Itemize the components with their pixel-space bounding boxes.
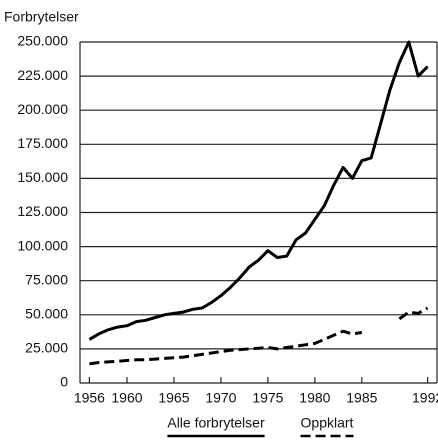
x-tick-label: 1956 (74, 390, 105, 406)
x-tick-label: 1960 (111, 390, 142, 406)
legend-label: Alle forbrytelser (167, 415, 265, 431)
line-series (88, 40, 429, 341)
y-tick-label: 150.000 (17, 169, 68, 185)
legend-label: Oppklart (301, 415, 354, 431)
y-tick-label: 250.000 (17, 33, 68, 49)
x-tick-label: 1992 (412, 390, 438, 406)
x-tick-label: 1980 (299, 390, 330, 406)
line-series (89, 306, 429, 366)
y-tick-label: 125.000 (17, 203, 68, 219)
y-tick-label: 175.000 (17, 135, 68, 151)
y-tick-label: 75.000 (25, 271, 68, 287)
y-tick-label: 225.000 (17, 67, 68, 83)
y-tick-label: 50.000 (25, 306, 68, 322)
y-tick-label: 25.000 (25, 340, 68, 356)
x-tick-label: 1975 (252, 390, 283, 406)
x-tick-label: 1970 (205, 390, 236, 406)
y-tick-label: 200.000 (17, 101, 68, 117)
y-tick-label: 0 (60, 374, 68, 390)
y-tick-label: 100.000 (17, 237, 68, 253)
x-tick-label: 1985 (346, 390, 377, 406)
y-axis-label: Forbrytelser (4, 9, 79, 25)
x-tick-label: 1965 (158, 390, 189, 406)
